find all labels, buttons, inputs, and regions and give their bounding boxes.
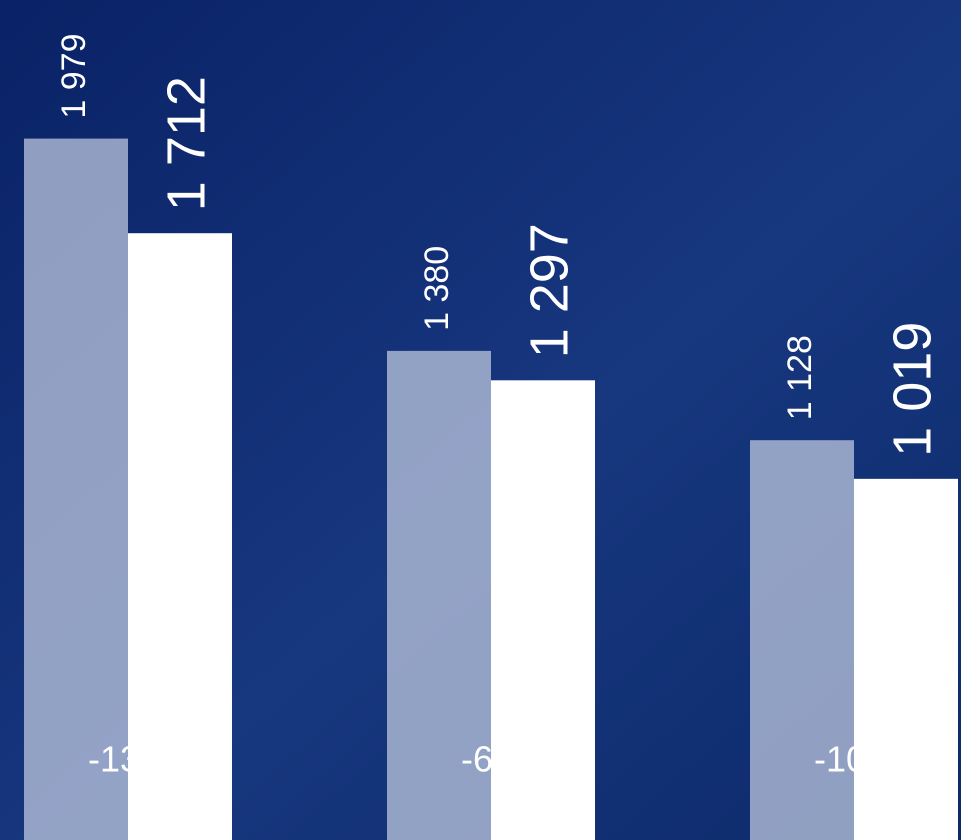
bar: [750, 440, 854, 840]
value-label: 1 979: [55, 33, 93, 118]
value-label: 1 019: [882, 322, 942, 457]
value-label: 1 128: [781, 335, 819, 420]
bar: [491, 380, 595, 840]
value-label: 1 712: [156, 76, 216, 211]
bar: [24, 138, 128, 840]
value-label: 1 297: [519, 223, 579, 358]
change-label: -13%: [88, 739, 172, 780]
change-label: -10%: [814, 739, 898, 780]
value-label: 1 380: [418, 246, 456, 331]
change-label: -6%: [461, 739, 525, 780]
bar: [128, 233, 232, 840]
bar: [387, 350, 491, 840]
bar: [854, 478, 958, 840]
